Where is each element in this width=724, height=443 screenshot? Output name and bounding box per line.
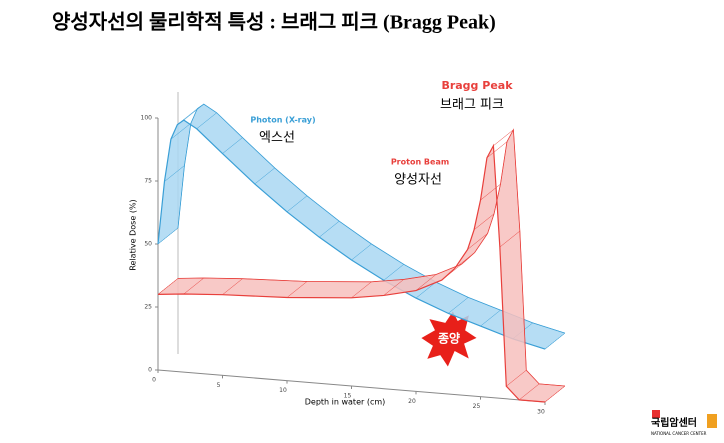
series-label: Photon (X-ray): [250, 116, 315, 125]
mesh-line: [519, 383, 540, 401]
x-tick-label: 30: [537, 409, 545, 416]
mesh-line: [351, 281, 372, 298]
mesh-line: [351, 243, 372, 261]
mesh-line: [157, 278, 179, 295]
x-tick-label: 20: [408, 398, 416, 405]
mesh-line: [480, 309, 501, 327]
mesh-line: [319, 220, 340, 238]
y-tick-label: 0: [148, 367, 152, 374]
mesh-line: [448, 297, 469, 314]
y-tick-label: 100: [141, 115, 153, 122]
x-tick-label: 5: [217, 382, 221, 389]
mesh-line: [493, 129, 514, 146]
y-tick-label: 25: [144, 304, 152, 311]
logo-icon: [707, 414, 717, 428]
x-tick-label: 0: [152, 377, 156, 384]
mesh-line: [222, 278, 243, 295]
annotation: 브래그 피크: [440, 98, 504, 113]
mesh-line: [183, 277, 204, 295]
mesh-line: [467, 233, 488, 250]
annotation: 종양: [438, 331, 460, 346]
mesh-line: [544, 385, 566, 403]
annotation: 양성자선: [394, 173, 442, 188]
mesh-line: [544, 332, 566, 350]
x-tick-label: 10: [279, 387, 287, 394]
annotation: 엑스선: [259, 131, 295, 146]
mesh-line: [506, 370, 527, 387]
series-label: Proton Beam: [391, 158, 449, 167]
x-axis-title: Depth in water (cm): [305, 398, 386, 407]
ribbon-back-edge: [177, 103, 566, 334]
plot: 0 25 50 75 100 0 5 10 15 20 25 30 Relative Dose (%) D…: [129, 79, 566, 416]
annotation: Bragg Peak: [441, 79, 513, 92]
mesh-line: [415, 281, 437, 299]
mesh-line: [473, 213, 495, 231]
mesh-line: [164, 165, 185, 182]
logo-icon: [652, 410, 660, 418]
mesh-line: [383, 264, 404, 281]
series-line: [157, 143, 546, 403]
mesh-line: [486, 141, 508, 158]
series-line: [157, 119, 546, 350]
y-axis-title: Relative Dose (%): [129, 199, 138, 270]
mesh-line: [254, 167, 275, 185]
mesh-line: [222, 137, 243, 154]
mesh-line: [383, 279, 404, 296]
y-tick-label: 75: [144, 178, 152, 185]
x-tick-label: 15: [344, 393, 352, 400]
x-tick-label: 25: [473, 403, 481, 410]
ribbon-back-edge: [177, 128, 566, 387]
mesh-line: [196, 112, 217, 129]
mesh-line: [286, 195, 308, 213]
mesh-line: [499, 230, 521, 248]
slide-title: 양성자선의 물리학적 특성 : 브래그 피크 (Bragg Peak): [52, 11, 496, 34]
mesh-line: [480, 183, 501, 201]
mesh-line: [286, 281, 308, 298]
mesh-line: [415, 274, 437, 291]
y-tick-label: 50: [144, 241, 152, 248]
logo-subtitle: NATIONAL CANCER CENTER: [651, 431, 707, 436]
mesh-line: [170, 123, 192, 140]
mesh-line: [157, 227, 179, 245]
logo-name: 국립암센터: [651, 416, 697, 429]
